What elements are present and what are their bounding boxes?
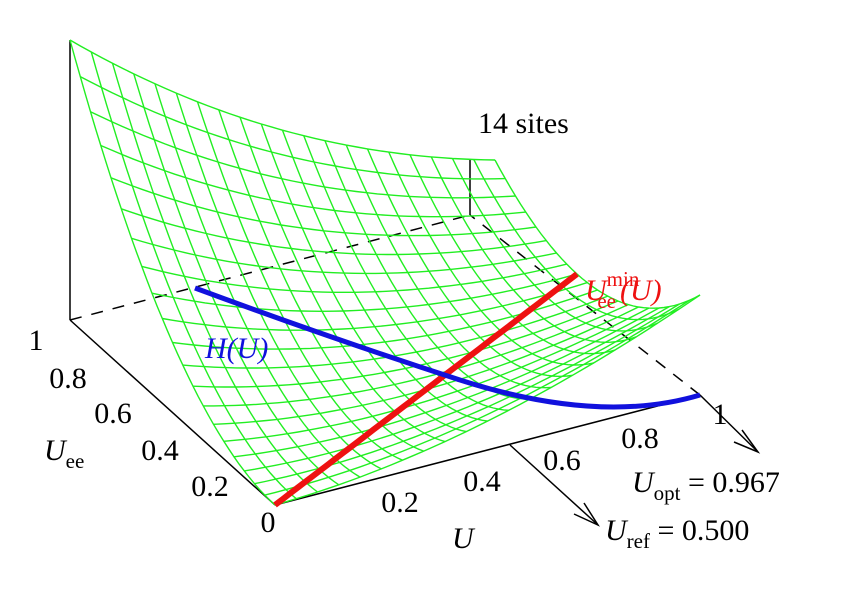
uee-min-curve: [273, 271, 579, 508]
tick-label: 0.6: [543, 444, 581, 477]
arrow-head: [733, 429, 761, 454]
uee-min-label: Umin ee (U): [585, 267, 662, 313]
label-sub: ref: [627, 529, 650, 553]
label-main: U: [44, 434, 68, 467]
u-axis-label: U: [452, 522, 476, 555]
label-main: U: [605, 514, 629, 547]
label-sub: ee: [597, 289, 616, 313]
mesh-line: [69, 39, 496, 161]
uee-axis-label: Uee: [44, 434, 84, 473]
label-main: U: [632, 466, 656, 499]
mesh-line: [141, 263, 567, 293]
tick-label: 0: [261, 506, 276, 539]
mesh-line: [366, 148, 573, 377]
mesh-line: [110, 177, 537, 237]
u-ticks: 0.2 0.4 0.6 0.8 1: [381, 398, 727, 519]
tick-label: 0.4: [141, 434, 179, 467]
label-sup: min: [607, 267, 640, 291]
mesh-line: [196, 101, 403, 461]
arrow-head: [573, 502, 600, 527]
tick-label: 0.8: [621, 422, 659, 455]
h-curve: [194, 285, 701, 410]
annotation: Uopt = 0.967: [632, 466, 780, 505]
tick-label: 0.6: [94, 397, 132, 430]
mesh-line: [451, 158, 658, 332]
mesh-line: [121, 208, 547, 256]
arrow-line: [699, 394, 759, 453]
label-rest: = 0.967: [681, 466, 780, 499]
mesh-line: [473, 159, 680, 321]
label-arg: (U): [620, 274, 662, 307]
mesh-line: [79, 75, 506, 180]
h-curve-label: H(U): [204, 332, 268, 365]
tick-label: 0.2: [381, 486, 419, 519]
annotation: Uref = 0.500: [605, 514, 749, 553]
tick-label: 0.8: [49, 362, 87, 395]
mesh-line: [162, 281, 588, 331]
mesh-line: [151, 273, 578, 313]
mesh-line: [345, 144, 552, 389]
label-main: U: [585, 274, 609, 307]
label-rest: = 0.500: [650, 514, 749, 547]
title: 14 sites: [478, 107, 569, 140]
mesh-line: [303, 135, 509, 411]
mesh-line: [100, 144, 526, 218]
label-sub: ee: [66, 449, 85, 473]
mesh-line: [90, 111, 516, 199]
tick-label: 1: [713, 398, 728, 431]
mesh-line: [409, 154, 616, 355]
arrow-line: [509, 444, 599, 526]
back-edge: [469, 214, 701, 396]
uee-ticks: 0 0.2 0.4 0.6 0.8 1: [29, 324, 276, 539]
label-sub: opt: [654, 481, 681, 505]
tick-label: 0.2: [191, 470, 229, 503]
mesh-line: [494, 159, 701, 309]
u-axis-line: [274, 394, 701, 506]
uee-axis-line: [69, 319, 276, 506]
tick-label: 0.4: [463, 465, 501, 498]
mesh-line: [388, 151, 594, 366]
tick-label: 1: [29, 324, 44, 357]
mesh-line: [131, 237, 557, 275]
